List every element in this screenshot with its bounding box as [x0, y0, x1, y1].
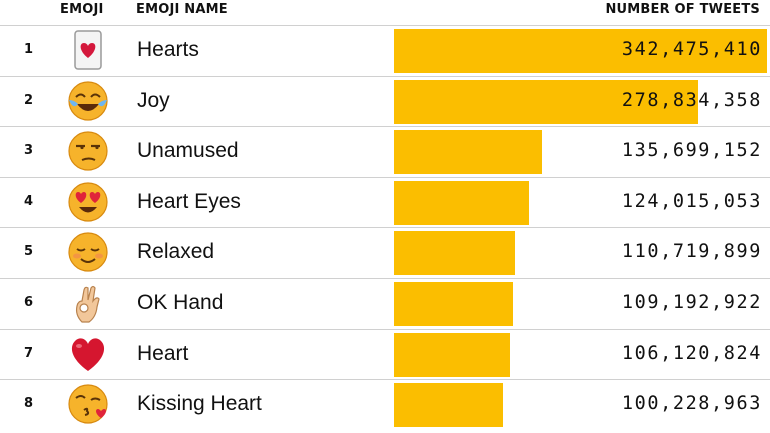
- rank-label: 8: [24, 396, 34, 412]
- row-divider: [0, 227, 770, 229]
- emoji-name-label: Heart Eyes: [137, 189, 241, 213]
- row-divider: [0, 25, 770, 26]
- card-heart-icon: [74, 30, 102, 70]
- column-header-emoji: EMOJI: [60, 2, 104, 17]
- table-row: 7 Heart 106,120,824: [0, 328, 770, 379]
- row-divider: [0, 126, 770, 128]
- row-divider: [0, 176, 770, 178]
- tweet-count-label: 135,699,152: [621, 140, 762, 162]
- emoji-name-label: Hearts: [137, 38, 199, 61]
- table-row: 4 Heart Eyes 124,015,053: [0, 176, 770, 227]
- heart-eyes-icon: [68, 182, 108, 222]
- tweet-count-label: 109,192,922: [621, 292, 762, 313]
- kissing-heart-icon: [68, 384, 108, 424]
- tweet-count-label: 106,120,824: [621, 342, 762, 364]
- table-row: 8 Kissing Heart 100,228,963: [0, 379, 770, 429]
- emoji-name-label: Kissing Heart: [137, 392, 262, 416]
- relaxed-face-icon: [68, 232, 108, 272]
- red-heart-icon: [71, 338, 105, 371]
- tweet-count-bar: [394, 282, 513, 326]
- tweet-count-bar: [394, 383, 504, 428]
- row-divider: [0, 278, 770, 279]
- rank-label: 6: [24, 295, 34, 310]
- rank-label: 2: [24, 92, 34, 108]
- row-divider: [0, 328, 770, 330]
- tweet-count-bar: [394, 231, 515, 276]
- table-row: 5 Relaxed 110,719,899: [0, 227, 770, 277]
- rank-label: 1: [24, 42, 34, 57]
- emoji-name-label: OK Hand: [137, 291, 224, 314]
- tweet-count-label: 278,834,358: [621, 89, 762, 111]
- tweet-count-bar: [394, 79, 698, 124]
- tweet-count-label: 124,015,053: [621, 190, 762, 212]
- tweet-count-bar: [394, 332, 510, 377]
- column-header-emoji-name: EMOJI NAME: [136, 2, 228, 17]
- tweet-count-label: 110,719,899: [621, 241, 762, 263]
- column-header-number-of-tweets: NUMBER OF TWEETS: [605, 2, 760, 17]
- emoji-name-label: Relaxed: [137, 240, 215, 264]
- table-row: 1 Hearts 342,475,410: [0, 25, 770, 75]
- ok-hand-icon: [75, 285, 100, 323]
- rank-label: 3: [24, 143, 34, 159]
- row-divider: [0, 379, 770, 381]
- table-row: 6 OK Hand 109,192,922: [0, 278, 770, 328]
- tweet-count-bar: [394, 180, 530, 225]
- unamused-face-icon: [68, 131, 108, 171]
- tears-of-joy-icon: [68, 80, 108, 121]
- tweet-count-bar: [394, 130, 542, 175]
- rank-label: 5: [24, 244, 34, 260]
- emoji-name-label: Heart: [137, 341, 189, 365]
- emoji-name-label: Joy: [137, 88, 170, 112]
- rank-label: 7: [24, 345, 34, 361]
- tweet-count-label: 342,475,410: [621, 39, 762, 60]
- tweet-count-label: 100,228,963: [621, 393, 762, 415]
- table-row: 3 Unamused 135,699,152: [0, 126, 770, 176]
- tweet-count-bar: [394, 29, 767, 73]
- rank-label: 4: [24, 193, 34, 209]
- table-row: 2 Joy 278,834,358: [0, 75, 770, 126]
- row-divider: [0, 75, 770, 77]
- emoji-name-label: Unamused: [137, 139, 239, 163]
